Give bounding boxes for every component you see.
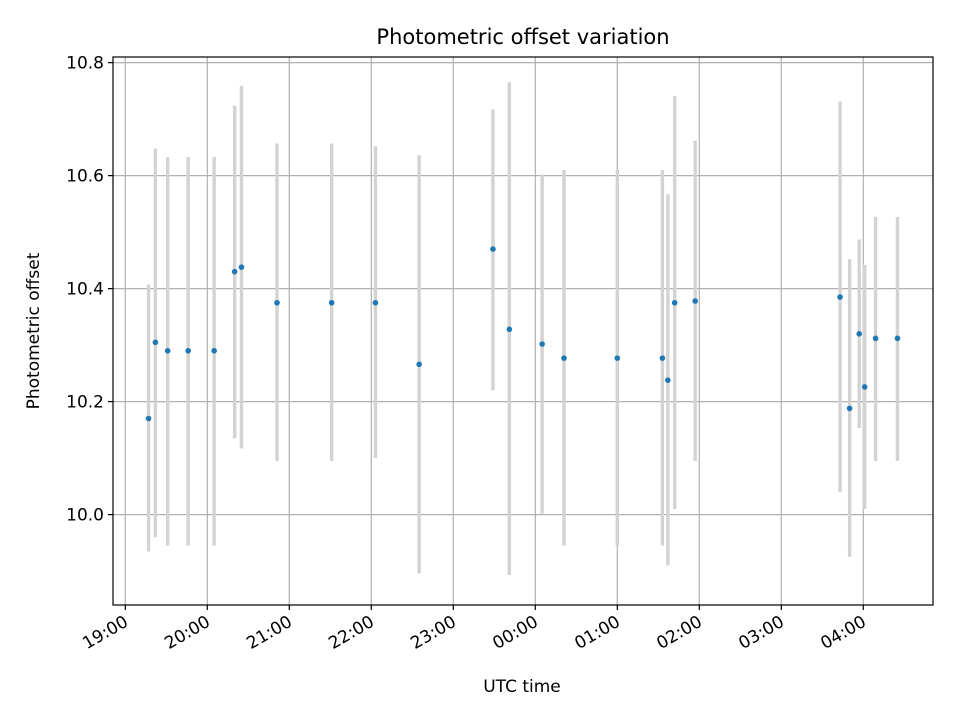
data-point — [614, 355, 621, 361]
data-point — [837, 294, 843, 300]
data-point — [152, 339, 159, 346]
data-points — [145, 246, 901, 422]
data-point — [328, 299, 335, 306]
data-point — [665, 377, 671, 383]
data-point — [506, 326, 513, 333]
data-point — [671, 299, 678, 306]
data-point — [274, 299, 280, 306]
data-point — [211, 347, 217, 354]
data-point — [238, 264, 245, 270]
data-point — [856, 331, 862, 337]
data-point — [561, 355, 567, 361]
chart-title: Photometric offset variation — [376, 25, 669, 49]
data-point — [659, 355, 666, 361]
y-tick-label: 10.2 — [66, 393, 104, 413]
y-axis-label: Photometric offset — [24, 252, 44, 409]
data-point — [185, 347, 191, 354]
y-tick-label: 10.8 — [66, 54, 104, 74]
plot-frame — [112, 56, 934, 606]
data-point — [490, 246, 496, 252]
data-point — [416, 361, 422, 368]
y-tick-label: 10.0 — [66, 506, 104, 526]
data-point — [372, 299, 379, 306]
x-axis-label: UTC time — [483, 677, 561, 697]
data-point — [861, 384, 868, 390]
data-point — [692, 298, 698, 304]
data-point — [539, 341, 545, 347]
data-point — [145, 415, 152, 422]
y-axis-ticks: 10.0 10.2 10.4 10.6 10.8 — [66, 54, 113, 526]
data-point — [872, 335, 879, 342]
data-point — [164, 347, 171, 354]
y-tick-label: 10.6 — [66, 167, 104, 187]
data-point — [231, 268, 238, 275]
data-point — [846, 405, 853, 412]
grid — [113, 57, 933, 605]
data-point — [894, 335, 901, 342]
y-tick-label: 10.4 — [66, 280, 104, 300]
